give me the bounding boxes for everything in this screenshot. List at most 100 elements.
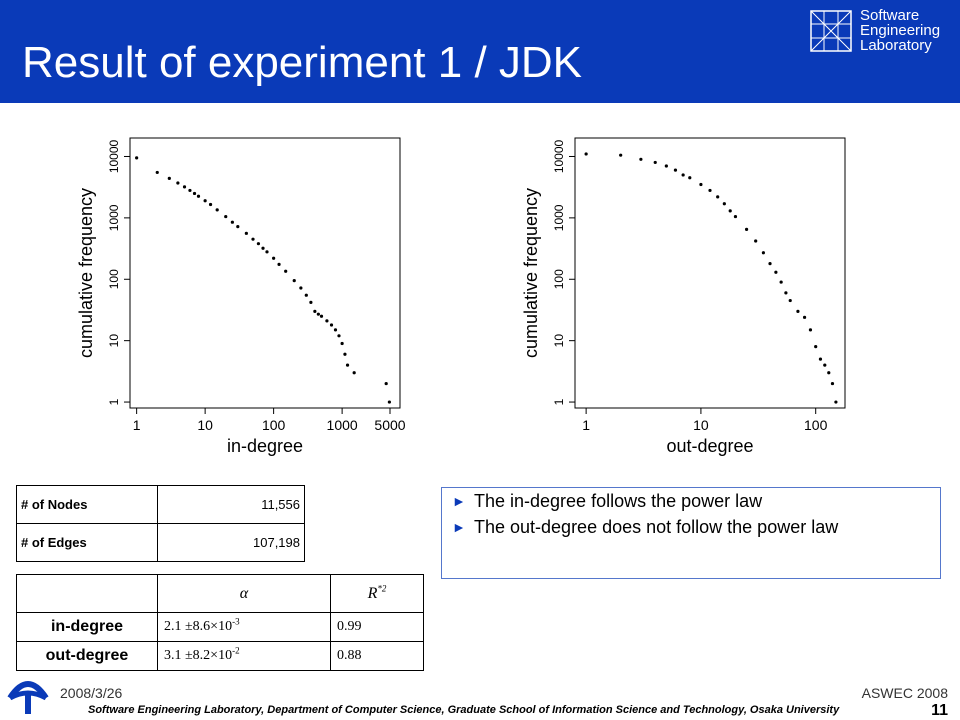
note-text-2: The out-degree does not follow the power… — [474, 517, 839, 537]
y-tick-label: 1000 — [552, 204, 566, 231]
data-point — [329, 323, 334, 327]
table-row: in-degree 2.1 ±8.6×10-3 0.99 — [16, 612, 424, 642]
footer-lab-name: Software Engineering Laboratory, Departm… — [88, 704, 840, 716]
y-tick-label: 100 — [107, 269, 121, 289]
x-tick-label: 100 — [804, 417, 828, 433]
y-tick-label: 1000 — [107, 204, 121, 231]
table-row: out-degree 3.1 ±8.2×10-2 0.88 — [16, 641, 424, 671]
data-point — [761, 251, 765, 255]
data-point — [722, 202, 726, 206]
edges-value: 107,198 — [157, 523, 305, 562]
data-point — [343, 352, 347, 356]
data-point — [823, 363, 827, 367]
graph-stats-table: # of Nodes 11,556 # of Edges 107,198 — [16, 485, 305, 562]
right-triangle-icon: ► — [452, 519, 466, 535]
data-point — [176, 181, 180, 185]
data-point — [774, 270, 778, 274]
data-point — [261, 246, 265, 250]
data-point — [304, 293, 308, 297]
alpha-out-degree: 3.1 ±8.2×10-2 — [157, 641, 331, 671]
table-row: # of Edges 107,198 — [16, 523, 305, 562]
data-point — [333, 328, 338, 332]
data-point — [681, 173, 685, 177]
y-tick-label: 10000 — [107, 139, 121, 173]
data-point — [167, 176, 171, 180]
data-point — [337, 334, 341, 338]
data-point — [830, 381, 835, 386]
footer-date: 2008/3/26 — [60, 685, 123, 701]
data-point — [788, 298, 792, 303]
data-point — [834, 400, 838, 404]
r2-in-degree: 0.99 — [330, 612, 424, 642]
y-tick-label: 10000 — [552, 139, 566, 173]
power-law-fit-table: α R*2 in-degree 2.1 ±8.6×10-3 0.99 out-d… — [16, 574, 424, 671]
data-point — [744, 227, 749, 231]
data-point — [272, 256, 276, 260]
r2-header-text: R — [367, 584, 378, 602]
data-point — [827, 371, 831, 375]
footer-conference: ASWEC 2008 — [861, 685, 948, 701]
data-point — [215, 208, 219, 212]
data-point — [708, 188, 712, 193]
slide-header — [0, 0, 960, 103]
row-label-in-degree: in-degree — [16, 612, 158, 642]
r2-header: R*2 — [330, 574, 424, 613]
data-point — [728, 209, 732, 213]
data-point — [584, 152, 588, 156]
in-degree-plot: 1 10 100 1000 5000 1 10 100 1000 10000 in-degree cu… — [76, 137, 406, 456]
data-point — [236, 225, 240, 229]
data-point — [319, 314, 324, 318]
data-point — [299, 286, 303, 290]
data-point — [699, 182, 703, 187]
data-point — [155, 170, 159, 175]
data-point — [796, 309, 800, 313]
data-point — [224, 214, 228, 219]
data-point — [779, 280, 783, 284]
x-axis-label: out-degree — [666, 436, 753, 456]
data-point — [808, 328, 813, 332]
list-item: ► The out-degree does not follow the pow… — [452, 518, 930, 536]
out-degree-plot: 1 10 100 1 10 100 1000 10000 out-degree cumulativ… — [521, 137, 846, 456]
data-point — [182, 185, 187, 189]
data-point — [325, 319, 329, 323]
data-point — [256, 242, 261, 246]
logo-line-3: Laboratory — [860, 37, 932, 54]
data-point — [387, 400, 391, 404]
x-tick-label: 5000 — [374, 417, 405, 433]
x-tick-label: 1 — [133, 417, 141, 433]
y-tick-label: 10 — [107, 334, 121, 348]
plot-frame — [129, 137, 401, 409]
nodes-label: # of Nodes — [16, 485, 158, 524]
y-tick-label: 10 — [552, 334, 566, 348]
data-point — [802, 315, 807, 319]
data-point — [309, 300, 313, 304]
x-tick-label: 1 — [582, 417, 590, 433]
r2-header-sup: *2 — [377, 583, 387, 594]
grid-logo-icon — [810, 10, 852, 52]
data-point — [313, 309, 317, 313]
y-axis-label: cumulative frequency — [521, 188, 541, 358]
data-point — [277, 262, 281, 266]
lab-logo-text: Software Engineering Laboratory — [860, 8, 940, 53]
data-point — [196, 194, 201, 198]
table-header-row: α R*2 — [16, 574, 424, 613]
x-tick-label: 10 — [197, 417, 213, 433]
list-item: ► The in-degree follows the power law — [452, 492, 930, 510]
data-point — [244, 231, 248, 235]
data-point — [814, 345, 818, 349]
data-point — [135, 156, 139, 160]
data-point — [230, 220, 234, 224]
data-point — [664, 164, 668, 168]
alpha-in-degree-text: 2.1 ±8.6×10 — [164, 619, 233, 634]
data-point — [733, 214, 738, 219]
y-tick-label: 1 — [552, 398, 566, 405]
data-point — [208, 202, 213, 207]
data-point — [653, 160, 657, 165]
alpha-header: α — [157, 574, 331, 613]
data-point — [384, 381, 388, 386]
alpha-in-degree: 2.1 ±8.6×10-3 — [157, 612, 331, 642]
data-point — [188, 188, 192, 193]
osaka-university-logo-icon — [7, 681, 49, 714]
x-tick-label: 100 — [262, 417, 286, 433]
data-point — [316, 312, 320, 316]
